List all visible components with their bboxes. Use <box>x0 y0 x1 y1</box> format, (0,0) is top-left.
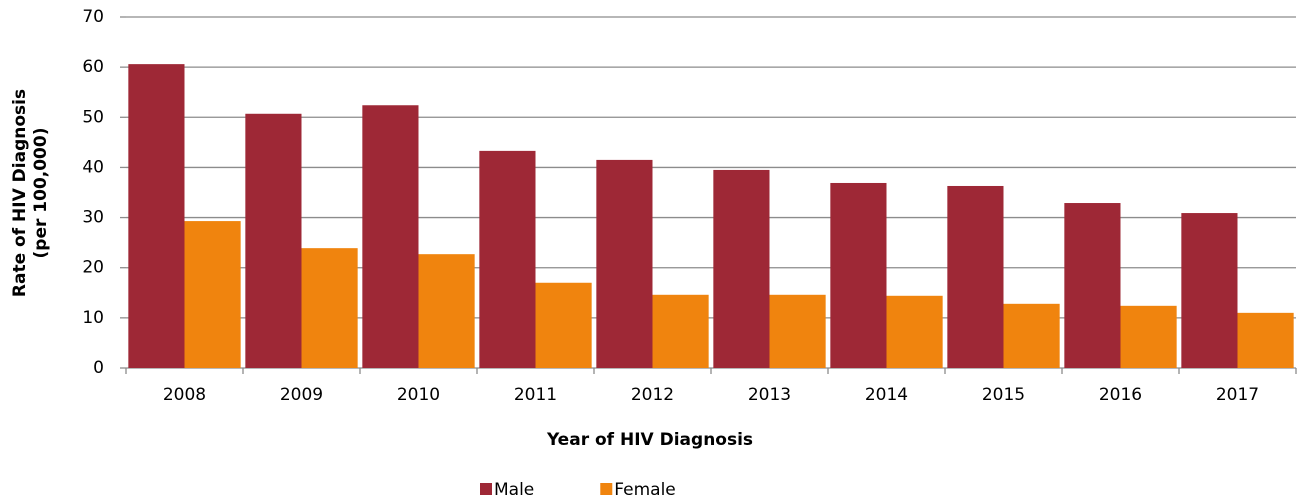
bar <box>362 105 419 368</box>
y-tick-label: 60 <box>82 57 104 77</box>
y-axis-title: Rate of HIV Diagnosis <box>10 89 30 297</box>
bar <box>596 159 653 368</box>
bar <box>128 64 185 369</box>
x-tick-label: 2008 <box>163 385 206 405</box>
bar <box>1181 213 1238 368</box>
x-tick-label: 2016 <box>1099 385 1142 405</box>
bar <box>1064 203 1121 368</box>
x-tick-label: 2017 <box>1216 385 1259 405</box>
x-tick-label: 2015 <box>982 385 1025 405</box>
legend-label: Female <box>614 480 675 500</box>
bar <box>184 221 241 368</box>
x-tick-label: 2012 <box>631 385 674 405</box>
bar <box>652 294 709 368</box>
legend-swatch <box>480 483 492 495</box>
bar <box>535 282 592 368</box>
bar <box>947 185 1004 368</box>
y-tick-label: 30 <box>82 208 104 228</box>
bar <box>1003 303 1060 368</box>
x-axis-title: Year of HIV Diagnosis <box>546 430 753 450</box>
bar <box>1120 305 1177 368</box>
y-tick-label: 10 <box>82 308 104 328</box>
x-tick-label: 2009 <box>280 385 323 405</box>
bar <box>245 113 302 368</box>
bar <box>830 182 887 368</box>
bar <box>886 295 943 368</box>
bar <box>479 150 536 368</box>
x-tick-label: 2014 <box>865 385 908 405</box>
bar <box>418 254 475 368</box>
y-tick-label: 50 <box>82 107 104 127</box>
bar <box>1237 312 1294 368</box>
bar <box>713 169 770 368</box>
y-axis-title: (per 100,000) <box>31 128 51 259</box>
x-tick-label: 2010 <box>397 385 440 405</box>
y-tick-label: 70 <box>82 7 104 27</box>
x-tick-label: 2013 <box>748 385 791 405</box>
bar <box>301 248 358 368</box>
y-tick-label: 0 <box>93 358 104 378</box>
x-tick-label: 2011 <box>514 385 557 405</box>
legend-label: Male <box>494 480 534 500</box>
y-tick-label: 40 <box>82 157 104 177</box>
legend-swatch <box>600 483 613 495</box>
y-tick-label: 20 <box>82 258 104 278</box>
bar <box>769 294 826 368</box>
